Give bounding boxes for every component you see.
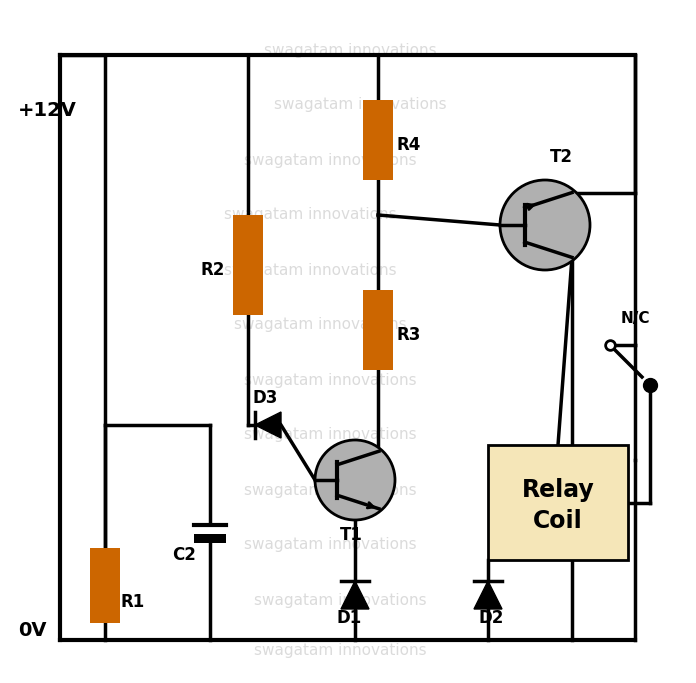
Circle shape: [315, 440, 395, 520]
Text: T1: T1: [340, 526, 363, 544]
Text: C2: C2: [172, 546, 196, 564]
Text: R2: R2: [200, 261, 224, 279]
Text: R3: R3: [396, 326, 420, 344]
Text: Coil: Coil: [533, 509, 583, 533]
Text: D1: D1: [337, 609, 362, 627]
Text: Relay: Relay: [521, 479, 594, 503]
Polygon shape: [474, 581, 502, 609]
Polygon shape: [255, 412, 281, 438]
Text: swagatam innovations: swagatam innovations: [244, 152, 416, 167]
Bar: [233, 215, 263, 315]
Text: swagatam innovations: swagatam innovations: [244, 538, 416, 553]
Bar: [363, 100, 393, 180]
Text: swagatam innovations: swagatam innovations: [253, 643, 427, 658]
Text: 0V: 0V: [18, 620, 47, 639]
Text: swagatam innovations: swagatam innovations: [274, 98, 446, 113]
Text: swagatam innovations: swagatam innovations: [264, 42, 436, 57]
Bar: [194, 534, 226, 543]
FancyBboxPatch shape: [488, 445, 628, 560]
Text: D3: D3: [253, 389, 278, 407]
Polygon shape: [341, 581, 369, 609]
Text: swagatam innovations: swagatam innovations: [244, 482, 416, 497]
Text: swagatam innovations: swagatam innovations: [234, 318, 406, 333]
Text: T2: T2: [550, 148, 573, 166]
Bar: [363, 290, 393, 370]
Text: swagatam innovations: swagatam innovations: [244, 372, 416, 387]
Text: swagatam innovations: swagatam innovations: [244, 428, 416, 443]
Text: swagatam innovations: swagatam innovations: [253, 592, 427, 607]
Bar: [90, 548, 120, 622]
Text: R4: R4: [396, 136, 420, 154]
Text: R1: R1: [121, 593, 145, 611]
Text: +12V: +12V: [18, 100, 77, 120]
Text: N/C: N/C: [620, 311, 650, 326]
Text: D2: D2: [478, 609, 503, 627]
Text: swagatam innovations: swagatam innovations: [223, 208, 396, 223]
Circle shape: [500, 180, 590, 270]
Text: swagatam innovations: swagatam innovations: [223, 262, 396, 277]
